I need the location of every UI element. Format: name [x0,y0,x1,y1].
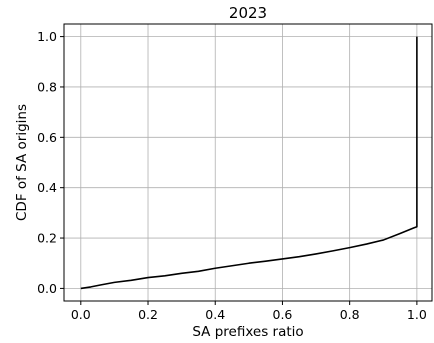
x-tick-label: 0.2 [138,307,158,322]
y-tick-label: 0.4 [37,180,57,195]
y-tick-label: 0.6 [37,130,57,145]
y-tick-label: 1.0 [37,29,57,44]
ticks: 0.0 0.2 0.4 0.6 0.8 1.0 0.0 0.2 0.4 0.6 0.8 1.0 [37,29,427,322]
plot-frame [63,23,433,302]
x-tick-label: 0.0 [71,307,91,322]
x-tick-label: 0.4 [205,307,225,322]
y-tick-label: 0.2 [37,231,57,246]
x-tick-label: 0.6 [273,307,293,322]
x-axis-label: SA prefixes ratio [192,324,303,340]
x-tick-label: 0.8 [340,307,360,322]
cdf-line [80,36,418,290]
y-tick-label: 0.8 [37,79,57,94]
y-tick-label: 0.0 [37,281,57,296]
x-tick-label: 1.0 [407,307,427,322]
grid [64,24,432,301]
chart-title: 2023 [229,4,267,22]
series-layer [80,36,418,290]
y-axis-label: CDF of SA origins [14,104,30,221]
